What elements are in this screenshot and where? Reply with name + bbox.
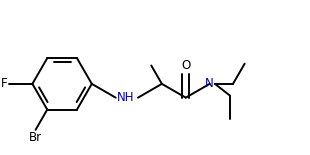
Text: NH: NH: [117, 91, 134, 104]
Text: N: N: [205, 77, 214, 90]
Text: Br: Br: [29, 131, 42, 144]
Text: F: F: [1, 77, 8, 90]
Text: O: O: [181, 59, 190, 72]
